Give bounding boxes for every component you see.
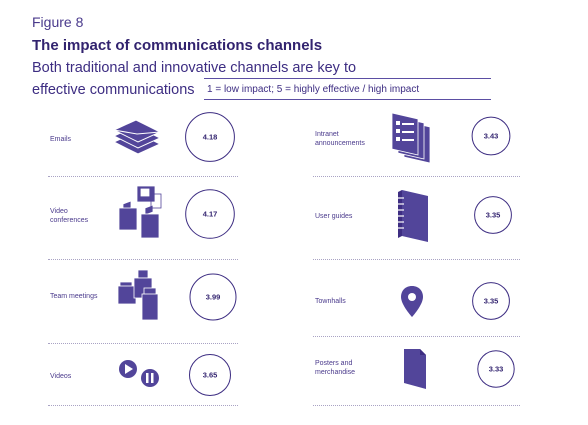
row-divider [313, 405, 520, 406]
row-divider [48, 176, 238, 177]
row-label-intranet-announcements: Intranet announcements [315, 131, 365, 147]
scale-note-top-rule [204, 78, 491, 79]
chart-title: The impact of communications channels [32, 37, 323, 54]
row-divider [313, 176, 520, 177]
row-divider [48, 343, 238, 344]
chart-subtitle: Both traditional and innovative channels… [32, 60, 357, 98]
notebook-icon [396, 190, 428, 242]
value-bubble-emails [185, 112, 235, 162]
value-bubble-video-conferences [185, 189, 235, 239]
value-bubble-user-guides [474, 196, 512, 234]
value-bubble-intranet-announcements [471, 116, 511, 156]
scale-note-bottom-rule [204, 99, 491, 100]
value-label-emails: 4.18 [203, 133, 218, 142]
figure-label: Figure 8 [32, 14, 84, 30]
row-label-user-guides: User guides [315, 213, 353, 220]
value-label-user-guides: 3.35 [486, 211, 501, 220]
row-divider [313, 259, 520, 260]
play-pause-icon [119, 360, 159, 387]
value-bubble-posters-and-merchandise [477, 350, 515, 388]
value-label-video-conferences: 4.17 [203, 210, 218, 219]
row-divider [313, 336, 520, 337]
value-bubble-videos [189, 354, 231, 396]
envelopes-icon [112, 120, 162, 155]
value-bubble-team-meetings [189, 273, 237, 321]
video-conference-icon [118, 185, 162, 239]
value-label-intranet-announcements: 3.43 [484, 132, 499, 141]
row-label-posters-and-merchandise: Posters and merchandise [315, 360, 356, 376]
row-divider [48, 259, 238, 260]
row-divider [48, 405, 238, 406]
row-label-videos: Videos [50, 373, 72, 380]
intranet-pages-icon [391, 113, 431, 164]
row-label-townhalls: Townhalls [315, 298, 346, 305]
value-label-team-meetings: 3.99 [206, 293, 221, 302]
poster-icon [404, 349, 426, 389]
row-label-video-conferences: Video conferences [50, 208, 89, 224]
value-label-videos: 3.65 [203, 371, 218, 380]
row-label-team-meetings: Team meetings [50, 293, 98, 300]
value-label-townhalls: 3.35 [484, 297, 499, 306]
team-meeting-icon [118, 269, 159, 321]
map-pin-icon [401, 286, 423, 317]
value-label-posters-and-merchandise: 3.33 [489, 365, 504, 374]
scale-note: 1 = low impact; 5 = highly effective / h… [207, 84, 420, 95]
row-label-emails: Emails [50, 136, 72, 143]
value-bubble-townhalls [472, 282, 510, 320]
